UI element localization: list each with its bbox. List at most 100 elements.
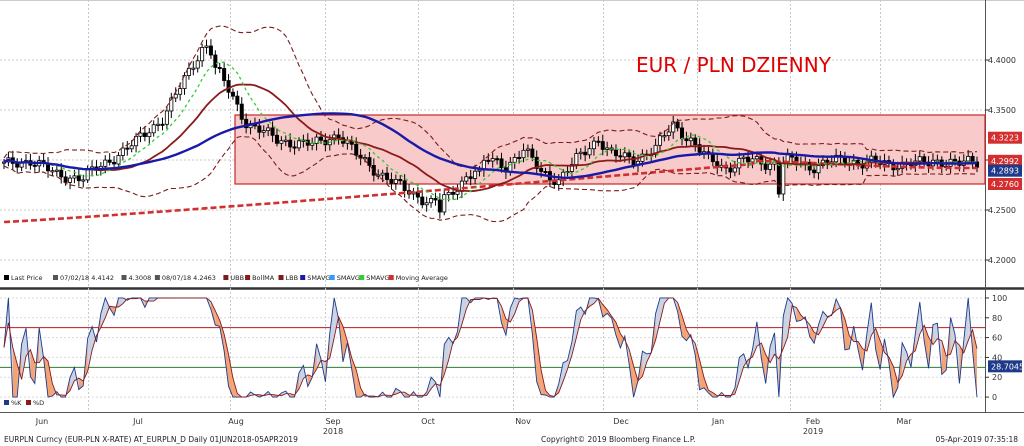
candle-body: [530, 148, 535, 158]
osc-value-tag-label: 28.7045: [991, 362, 1024, 371]
candle-body: [728, 167, 733, 173]
legend-swatch: [300, 275, 306, 280]
candle-body: [380, 172, 385, 176]
candle-body: [622, 152, 627, 158]
candle-body: [658, 135, 663, 146]
candle-body: [367, 157, 372, 166]
candle-body: [244, 118, 249, 129]
osc-fill: [796, 307, 801, 322]
candle-body: [156, 123, 161, 126]
osc-fill: [329, 297, 335, 359]
osc-fill: [70, 367, 75, 391]
x-month-label: Sep: [325, 417, 340, 426]
value-tag: [988, 131, 1022, 144]
osc-fill: [616, 322, 621, 348]
osc-value-tag: [988, 360, 1022, 373]
candle-body: [477, 169, 482, 172]
candle-body: [521, 149, 526, 159]
upper-bollinger-band: [3, 25, 978, 169]
candle-body: [534, 156, 539, 169]
candle-body: [169, 97, 174, 112]
candle-body: [556, 179, 561, 185]
candle-body: [129, 145, 134, 150]
osc-fill: [105, 297, 110, 318]
candle-body: [239, 103, 244, 120]
candle-body: [173, 93, 178, 99]
candle-body: [680, 127, 685, 140]
osc-fill: [924, 325, 929, 369]
candle-body: [222, 68, 227, 81]
y-tick-label: 4.2500: [988, 206, 1016, 215]
candle-body: [512, 157, 517, 163]
osc-fill: [215, 310, 220, 327]
osc-fill: [629, 349, 634, 398]
candle-body: [437, 199, 442, 213]
candle-body: [164, 110, 169, 125]
candle-body: [433, 198, 438, 201]
osc-fill: [536, 337, 542, 395]
osc-fill: [224, 334, 229, 387]
osc-fill: [822, 311, 828, 327]
osc-fill: [92, 326, 97, 351]
bollinger-ma-line: [3, 83, 978, 193]
x-month-label: Nov: [515, 417, 531, 426]
candle-body: [812, 169, 817, 174]
candle-body: [684, 138, 689, 142]
candle-body: [970, 156, 975, 163]
y-tick-label: 4.4000: [988, 56, 1016, 65]
candle-body: [539, 168, 544, 172]
candle-body: [200, 47, 205, 62]
candle-body: [966, 156, 971, 162]
candle-body: [371, 165, 376, 176]
legend-label: SMAVG: [307, 274, 330, 282]
candle-body: [54, 169, 59, 172]
legend-label: BollMA: [252, 274, 275, 282]
osc-fill: [395, 388, 401, 395]
candle-body: [288, 139, 293, 148]
candle-body: [32, 164, 37, 167]
candle-body: [85, 169, 90, 181]
value-tag: [988, 178, 1022, 190]
osc-fill: [809, 324, 815, 344]
y-tick-label: 4.2000: [988, 256, 1016, 265]
chart-title: EUR / PLN DZIENNY: [636, 53, 832, 77]
osc-fill: [933, 323, 938, 345]
value-tag-label: 4.2992: [991, 157, 1019, 166]
osc-fill: [770, 332, 775, 363]
candle-body: [490, 158, 495, 162]
osc-fill: [461, 297, 467, 325]
osc-fill: [149, 297, 154, 302]
x-year-label: 2019: [803, 427, 823, 436]
legend-swatch: [329, 275, 335, 280]
osc-legend-label: %D: [33, 399, 44, 407]
legend-swatch: [154, 275, 160, 280]
osc-fill: [431, 377, 436, 389]
candle-body: [464, 176, 469, 182]
candle-body: [120, 147, 125, 156]
candle-body: [363, 157, 368, 160]
osc-fill: [941, 340, 947, 375]
candle-body: [72, 175, 77, 179]
sma-long-line: [3, 112, 978, 180]
osc-fill: [818, 311, 823, 335]
osc-fill: [228, 354, 233, 398]
osc-tick-label: 80: [992, 314, 1002, 323]
candle-body: [754, 156, 759, 160]
osc-fill: [563, 360, 568, 382]
x-month-label: Feb: [806, 417, 820, 426]
candle-body: [147, 132, 152, 137]
candle-body: [292, 146, 297, 149]
osc-fill: [844, 319, 850, 350]
candle-body: [781, 163, 786, 195]
osc-fill: [144, 297, 150, 308]
legend-swatch: [53, 275, 58, 280]
candle-body: [393, 179, 398, 184]
legend-label: LBB: [286, 274, 299, 282]
candle-body: [186, 67, 191, 76]
candle-body: [125, 147, 130, 150]
candle-body: [142, 132, 147, 137]
x-month-label: Oct: [421, 417, 435, 426]
candle-body: [525, 148, 530, 151]
osc-fill: [633, 365, 638, 398]
osc-fill: [325, 333, 330, 382]
